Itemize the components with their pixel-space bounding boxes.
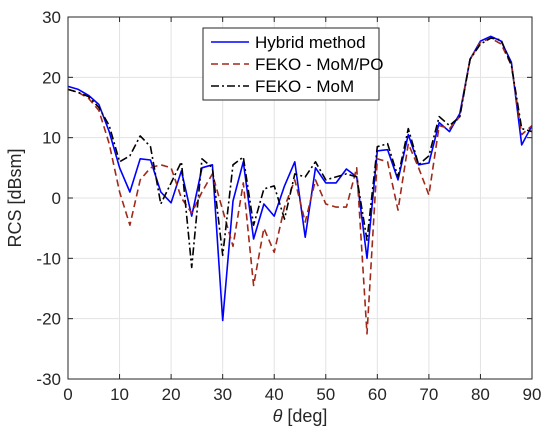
x-tick-label: 70	[419, 385, 438, 404]
y-tick-label: 20	[42, 68, 61, 87]
y-tick-label: 10	[42, 129, 61, 148]
x-axis-label: θ [deg]	[273, 406, 328, 426]
x-axis-symbol: θ	[273, 406, 283, 426]
x-tick-label: 30	[213, 385, 232, 404]
legend-box	[202, 27, 380, 101]
x-tick-label: 0	[63, 385, 72, 404]
x-tick-label: 20	[162, 385, 181, 404]
series-layer	[67, 35, 533, 335]
legend-label: FEKO - MoM	[255, 77, 354, 96]
y-tick-label: -20	[36, 310, 61, 329]
y-axis-label: RCS [dBsm]	[5, 148, 25, 247]
x-tick-label: 10	[110, 385, 129, 404]
x-tick-label: 90	[523, 385, 542, 404]
y-tick-label: 0	[52, 189, 61, 208]
x-tick-label: 60	[368, 385, 387, 404]
y-tick-label: -10	[36, 249, 61, 268]
series-line-1	[67, 35, 533, 322]
tick-labels: 0 10 20 30 40 50 60 70 80 90 -30 -20 -10 0 10 20 30	[36, 8, 541, 404]
x-tick-label: 40	[265, 385, 284, 404]
series-line-3	[67, 37, 533, 269]
y-tick-label: 30	[42, 8, 61, 27]
x-tick-label: 50	[316, 385, 335, 404]
legend-label: FEKO - MoM/PO	[255, 55, 383, 74]
y-tick-label: -30	[36, 370, 61, 389]
x-axis-unit: [deg]	[282, 406, 327, 426]
legend: Hybrid method FEKO - MoM/PO FEKO - MoM	[202, 27, 383, 101]
x-tick-label: 80	[471, 385, 490, 404]
series-line-2	[67, 37, 533, 335]
legend-label: Hybrid method	[255, 33, 366, 52]
